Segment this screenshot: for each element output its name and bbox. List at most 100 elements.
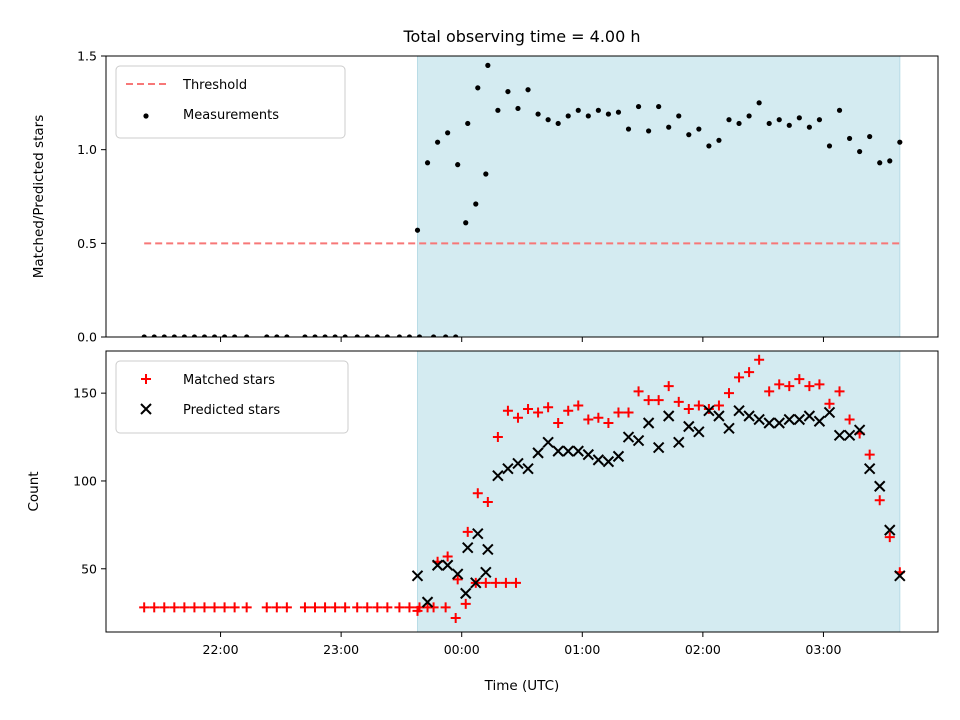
legend: Threshold Measurements [115, 65, 346, 139]
data-point [442, 551, 453, 562]
data-point [652, 441, 665, 454]
data-point [625, 126, 632, 132]
data-point [884, 524, 896, 536]
data-point [310, 602, 321, 613]
data-point [703, 405, 715, 417]
data-point [533, 407, 544, 418]
data-point [642, 417, 655, 429]
data-point [274, 334, 280, 337]
data-point [713, 400, 724, 411]
observing-window-shade [416, 55, 901, 338]
data-point [453, 334, 459, 337]
data-point [424, 160, 431, 166]
series-measurements [141, 62, 903, 337]
data-point [460, 598, 471, 609]
data-point [161, 334, 167, 337]
y-axis-label: Matched/Predicted stars [31, 115, 47, 278]
data-point [364, 334, 370, 337]
x-axis-label: Time (UTC) [484, 678, 560, 694]
data-point [535, 111, 541, 117]
data-point [643, 395, 654, 406]
data-point [352, 602, 363, 613]
legend-label: Predicted stars [183, 403, 280, 418]
data-point [562, 445, 574, 457]
legend-box [115, 65, 346, 139]
data-point [416, 334, 423, 337]
data-point [632, 434, 645, 447]
data-point [422, 602, 433, 613]
data-point [803, 410, 816, 422]
data-point [299, 602, 310, 613]
data-point [877, 160, 883, 166]
data-point [663, 381, 674, 392]
legend-label: Measurements [183, 108, 279, 123]
data-point [362, 602, 373, 613]
data-point [764, 386, 775, 397]
data-point [382, 602, 393, 613]
data-point [595, 107, 601, 113]
data-point [683, 403, 694, 414]
data-point [846, 135, 853, 142]
data-point [455, 162, 461, 168]
data-point [480, 577, 491, 588]
legend-box [115, 360, 349, 434]
data-point [863, 462, 876, 475]
data-point [602, 455, 615, 468]
data-point [412, 605, 423, 616]
data-point [572, 445, 584, 457]
data-point [884, 532, 895, 543]
series-predicted-stars [411, 405, 906, 608]
axes-frame [105, 55, 939, 338]
data-point [475, 85, 481, 91]
data-point [733, 405, 745, 417]
data-point [440, 602, 451, 613]
data-point [472, 488, 483, 499]
data-point [646, 128, 652, 134]
data-point [460, 587, 472, 600]
data-point [754, 354, 765, 365]
data-point [522, 462, 534, 475]
y-tick-label: 150 [73, 386, 97, 401]
plot-area [141, 62, 903, 337]
data-point [322, 334, 328, 337]
data-point [472, 527, 484, 540]
y-tick-label: 1.5 [77, 49, 97, 64]
data-point [736, 120, 742, 127]
data-point [421, 596, 434, 608]
data-point [615, 109, 622, 115]
data-point [783, 413, 795, 426]
data-point [776, 117, 782, 123]
data-point [804, 381, 815, 392]
data-point [495, 107, 501, 113]
data-point [696, 126, 702, 132]
data-point [483, 171, 489, 177]
data-point [523, 403, 534, 414]
data-point [713, 410, 725, 422]
data-point [232, 334, 238, 337]
data-point [320, 602, 331, 613]
data-point [806, 124, 812, 130]
legend-marker [140, 403, 152, 415]
data-point [505, 88, 511, 95]
data-point [794, 374, 805, 385]
data-point [894, 570, 906, 582]
data-point [209, 602, 220, 613]
data-point [633, 386, 644, 397]
data-point [603, 418, 614, 429]
data-point [330, 602, 341, 613]
data-point [169, 602, 180, 613]
data-point [793, 413, 806, 426]
data-point [836, 107, 843, 113]
data-point [543, 402, 554, 413]
data-point [281, 602, 292, 613]
data-point [582, 448, 595, 461]
data-point [635, 103, 642, 110]
data-point [451, 568, 464, 580]
data-point [814, 379, 825, 390]
data-point [716, 137, 722, 143]
y-tick-label: 1.0 [77, 142, 97, 157]
data-point [431, 559, 444, 571]
data-point [452, 574, 463, 585]
data-point [264, 334, 270, 337]
